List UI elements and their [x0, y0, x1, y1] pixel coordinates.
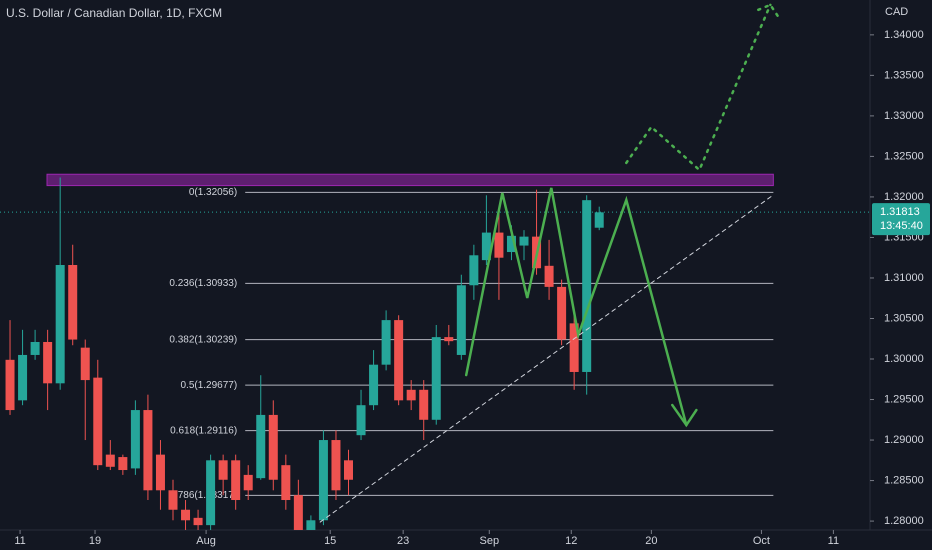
- currency-label: CAD: [885, 6, 908, 18]
- drawing-solid: [464, 187, 688, 427]
- candle-body: [193, 517, 203, 526]
- price-label-box: [872, 203, 930, 236]
- candle-body: [5, 359, 15, 411]
- candle-body: [93, 377, 103, 466]
- countdown-label: 13:45:40: [880, 220, 923, 232]
- y-tick-label: 1.28000: [884, 515, 924, 527]
- candle-body: [394, 320, 404, 401]
- candle-body: [231, 460, 241, 501]
- candle-body: [544, 265, 554, 287]
- candle-body: [143, 410, 153, 491]
- drawing-solid: [671, 403, 698, 428]
- candle-body: [506, 235, 516, 253]
- x-tick-label: 11: [828, 535, 839, 547]
- y-tick-label: 1.28500: [884, 474, 924, 486]
- y-tick-label: 1.29000: [884, 434, 924, 446]
- candle-body: [456, 285, 466, 355]
- candle-body: [381, 320, 391, 365]
- drawing-dotted: [757, 3, 782, 22]
- candle-body: [419, 389, 429, 420]
- candle-body: [43, 341, 53, 384]
- candle-body: [268, 414, 278, 480]
- candle-body: [594, 212, 604, 228]
- candle-body: [331, 440, 341, 491]
- candle-body: [481, 232, 491, 261]
- candle-body: [406, 389, 416, 401]
- price-label: 1.31813: [880, 206, 920, 218]
- candle-body: [55, 265, 65, 384]
- candle-body: [318, 440, 328, 521]
- candle-body: [344, 460, 354, 480]
- y-tick-label: 1.34000: [884, 29, 924, 41]
- candle-body: [155, 454, 165, 491]
- y-tick-label: 1.32500: [884, 150, 924, 162]
- candle-body: [306, 520, 316, 530]
- fib-label: 0(1.32056): [189, 187, 237, 198]
- candle-body: [494, 232, 504, 258]
- y-tick-label: 1.32000: [884, 191, 924, 203]
- candle-body: [105, 454, 115, 467]
- y-tick-label: 1.30500: [884, 312, 924, 324]
- candle-body: [369, 364, 379, 406]
- fib-label: 0.618(1.29116): [170, 425, 237, 436]
- x-tick-label: 15: [324, 535, 336, 547]
- candle-body: [80, 347, 90, 381]
- candle-body: [168, 490, 178, 510]
- candle-body: [469, 255, 479, 286]
- x-tick-label: 11: [14, 535, 25, 547]
- y-tick-label: 1.33500: [884, 69, 924, 81]
- candle-body: [30, 341, 40, 355]
- y-tick-label: 1.30000: [884, 353, 924, 365]
- x-tick-label: 12: [565, 535, 577, 547]
- fib-label: 0.236(1.30933): [169, 278, 237, 289]
- y-tick-label: 1.29500: [884, 393, 924, 405]
- chart-title: U.S. Dollar / Canadian Dollar, 1D, FXCM: [6, 6, 222, 20]
- candle-body: [281, 465, 291, 501]
- drawing-dashed: [319, 194, 774, 523]
- candle-body: [519, 236, 529, 246]
- candle-body: [181, 509, 191, 521]
- candle-body: [130, 410, 140, 469]
- x-tick-label: 23: [397, 535, 409, 547]
- candle-body: [431, 337, 441, 420]
- y-tick-label: 1.33000: [884, 110, 924, 122]
- candle-body: [569, 323, 579, 372]
- candle-body: [582, 200, 592, 372]
- x-tick-label: Aug: [196, 535, 216, 547]
- candle-body: [293, 495, 303, 530]
- candle-body: [218, 460, 228, 480]
- candle-body: [18, 354, 28, 401]
- candle-body: [243, 474, 253, 491]
- candle-body: [557, 286, 567, 340]
- fib-label: 0.786(1.28317): [169, 490, 237, 501]
- candle-body: [256, 414, 266, 479]
- candle-body: [356, 405, 366, 436]
- candle-body: [206, 460, 216, 526]
- x-tick-label: Sep: [479, 535, 499, 547]
- x-tick-label: 20: [645, 535, 657, 547]
- y-tick-label: 1.31000: [884, 272, 924, 284]
- fib-label: 0.382(1.30239): [169, 334, 237, 345]
- plot-area: 0(1.32056) 0.236(1.30933) 0.382(1.30239) 0.…: [0, 3, 870, 530]
- resistance-zone: [46, 173, 774, 187]
- candle-body: [68, 265, 78, 340]
- fib-label: 0.5(1.29677): [180, 380, 237, 391]
- candle-body: [118, 457, 128, 471]
- x-tick-label: Oct: [753, 535, 770, 547]
- x-tick-label: 19: [89, 535, 101, 547]
- candle-body: [444, 337, 454, 342]
